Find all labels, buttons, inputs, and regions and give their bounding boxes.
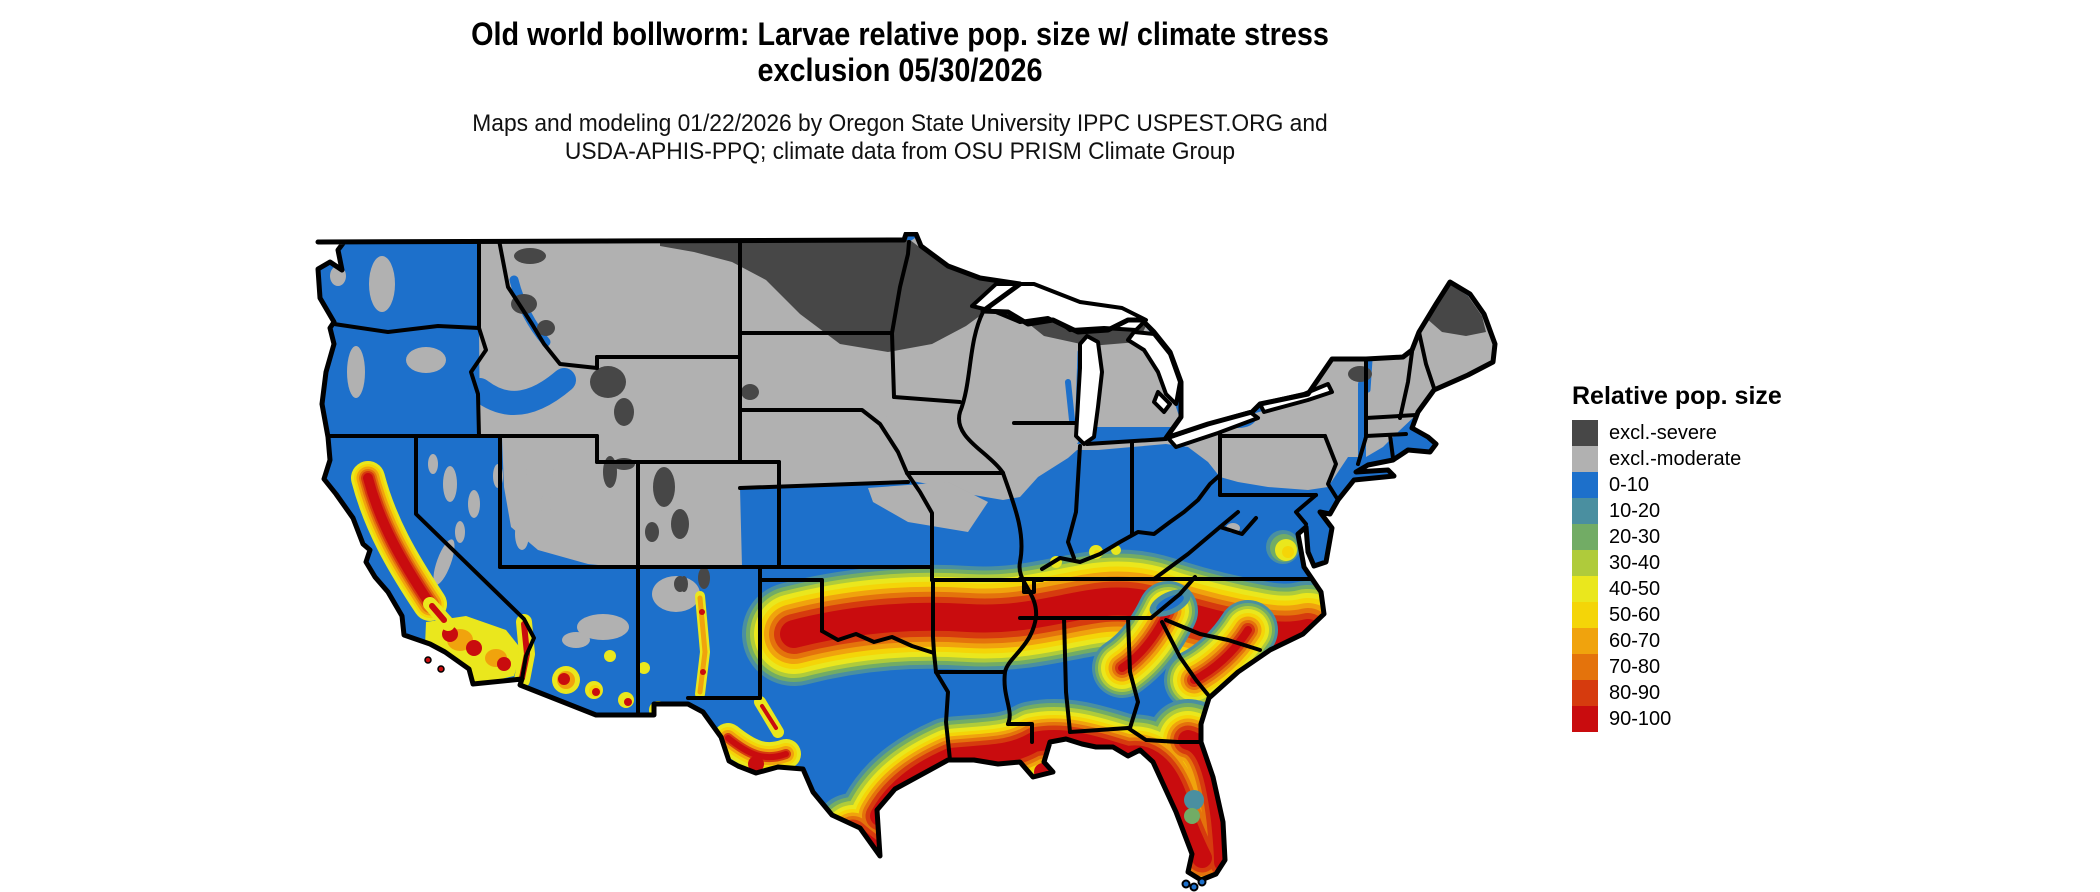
legend-item: excl.-severe: [1572, 420, 1782, 446]
legend-item: 0-10: [1572, 472, 1782, 498]
legend-swatch-0-10: [1572, 472, 1598, 498]
legend-swatch-20-30: [1572, 524, 1598, 550]
legend-swatch-60-70: [1572, 628, 1598, 654]
legend-swatch-70-80: [1572, 654, 1598, 680]
legend-item: 80-90: [1572, 680, 1782, 706]
legend-item: 50-60: [1572, 602, 1782, 628]
saginaw-bay: [1152, 390, 1172, 414]
legend-item: 10-20: [1572, 498, 1782, 524]
map-title-line1: Old world bollworm: Larvae relative pop.…: [471, 16, 1329, 52]
florida-keys: [1181, 877, 1207, 892]
legend-swatch-50-60: [1572, 602, 1598, 628]
lake-michigan: [1074, 334, 1104, 446]
legend-label: excl.-moderate: [1609, 447, 1742, 470]
legend-label: 30-40: [1609, 551, 1661, 574]
legend-item: 90-100: [1572, 706, 1782, 732]
legend-label: 10-20: [1609, 499, 1661, 522]
legend-label: 70-80: [1609, 655, 1661, 678]
channel-islands: [424, 656, 445, 673]
legend-label: 80-90: [1609, 681, 1661, 704]
legend-item: 20-30: [1572, 524, 1782, 550]
legend-label: 90-100: [1609, 707, 1672, 730]
map-subtitle-line1: Maps and modeling 01/22/2026 by Oregon S…: [472, 110, 1328, 137]
legend-label: excl.-severe: [1609, 421, 1717, 444]
legend-label: 0-10: [1609, 473, 1650, 496]
population-raster: [318, 234, 1495, 880]
legend-item: 40-50: [1572, 576, 1782, 602]
legend-swatch-30-40: [1572, 550, 1598, 576]
map-title: Old world bollworm: Larvae relative pop.…: [315, 16, 1485, 88]
legend-swatch-excl-severe: [1572, 420, 1598, 446]
legend-item: excl.-moderate: [1572, 446, 1782, 472]
legend: Relative pop. size excl.-severe excl.-mo…: [1572, 382, 1782, 732]
legend-title: Relative pop. size: [1572, 382, 1782, 410]
us-map-svg: [308, 232, 1530, 892]
us-map: [308, 232, 1530, 892]
legend-item: 60-70: [1572, 628, 1782, 654]
legend-swatch-90-100: [1572, 706, 1598, 732]
legend-swatch-40-50: [1572, 576, 1598, 602]
map-title-line2: exclusion 05/30/2026: [757, 52, 1043, 88]
map-subtitle: Maps and modeling 01/22/2026 by Oregon S…: [283, 110, 1518, 166]
legend-item: 30-40: [1572, 550, 1782, 576]
legend-swatch-excl-moderate: [1572, 446, 1598, 472]
legend-label: 40-50: [1609, 577, 1661, 600]
legend-swatch-10-20: [1572, 498, 1598, 524]
legend-swatch-80-90: [1572, 680, 1598, 706]
legend-label: 20-30: [1609, 525, 1661, 548]
legend-label: 60-70: [1609, 629, 1661, 652]
state-borders: [326, 238, 1436, 762]
map-subtitle-line2: USDA-APHIS-PPQ; climate data from OSU PR…: [564, 138, 1236, 165]
legend-item: 70-80: [1572, 654, 1782, 680]
legend-label: 50-60: [1609, 603, 1661, 626]
map-header: Old world bollworm: Larvae relative pop.…: [250, 16, 1550, 166]
